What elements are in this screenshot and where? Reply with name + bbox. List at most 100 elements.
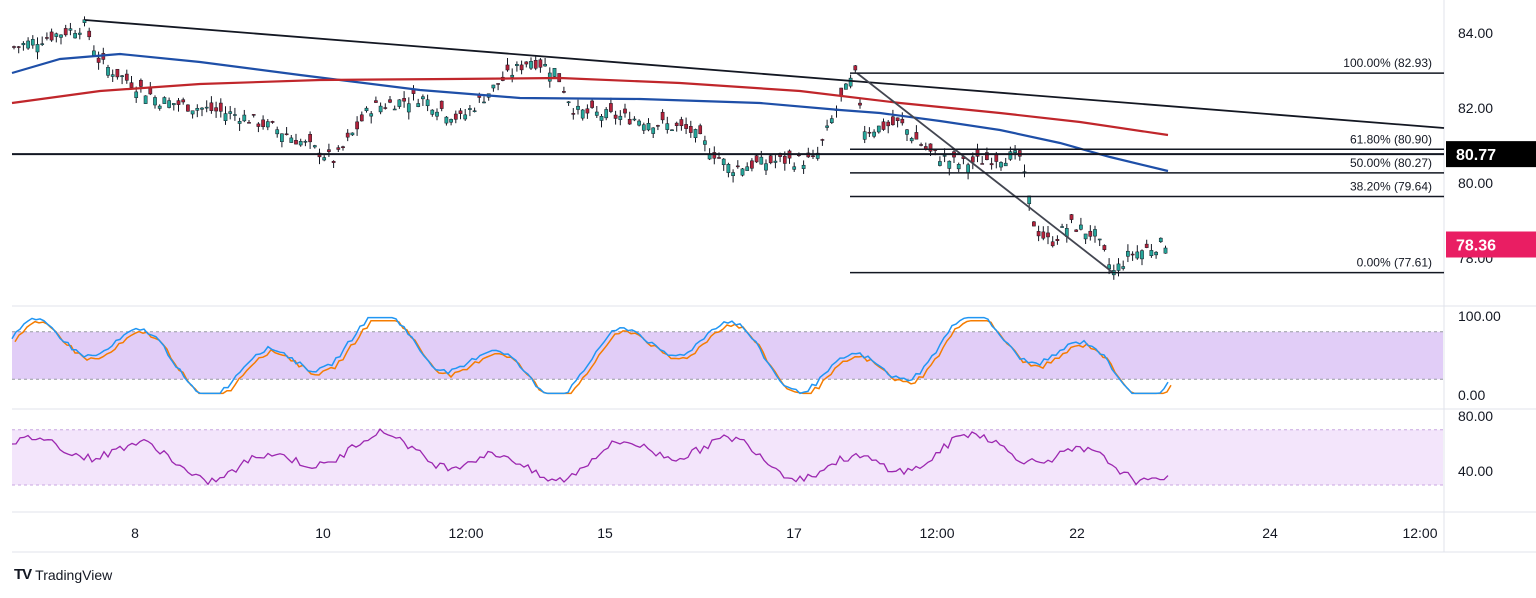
candle: [284, 133, 289, 136]
rsi-axis-label: 40.00: [1458, 463, 1493, 479]
candle: [1154, 251, 1158, 256]
candle: [1013, 150, 1017, 153]
candle: [801, 164, 806, 169]
candle: [265, 121, 270, 128]
candle: [985, 152, 989, 160]
candle: [942, 155, 947, 157]
current-price-tag: 78.36: [1456, 238, 1496, 255]
candle: [402, 98, 406, 102]
candle: [247, 122, 251, 124]
tradingview-brand[interactable]: TV TradingView: [14, 566, 112, 583]
candle: [515, 64, 519, 66]
horizontal-level-tag: 80.77: [1456, 147, 1496, 164]
candle: [543, 64, 547, 67]
candle: [980, 163, 985, 165]
descending-trendline[interactable]: [84, 19, 1445, 129]
time-axis-label: 12:00: [1402, 525, 1437, 541]
candle: [754, 155, 759, 163]
candle: [1032, 221, 1036, 227]
candle: [59, 34, 63, 38]
candle: [439, 100, 444, 109]
candle: [148, 88, 153, 95]
time-axis-label: 24: [1262, 525, 1278, 541]
candle: [660, 111, 665, 121]
fib-level-label: 38.20% (79.64): [1350, 180, 1432, 194]
candle: [214, 107, 218, 112]
candle: [270, 121, 275, 123]
candle: [115, 68, 120, 78]
candle: [524, 61, 529, 65]
candle: [204, 106, 209, 109]
horizontal-level-tag-bg: [1446, 141, 1536, 168]
time-axis-label: 17: [786, 525, 802, 541]
candle: [228, 111, 233, 114]
stoch-band: [12, 331, 1443, 380]
candle: [491, 84, 496, 89]
candle: [627, 118, 632, 125]
candle: [876, 125, 881, 133]
candle: [688, 126, 693, 133]
candle: [327, 149, 331, 152]
candle: [1041, 231, 1046, 239]
candle: [1163, 247, 1168, 254]
candle: [374, 100, 378, 103]
candle: [698, 125, 703, 135]
candle: [1149, 250, 1154, 257]
candle: [1093, 229, 1097, 237]
candle: [651, 127, 656, 134]
candle: [209, 102, 214, 111]
time-axis-label: 22: [1069, 525, 1085, 541]
candle: [872, 131, 876, 137]
candle: [947, 160, 952, 169]
candle: [670, 129, 674, 132]
candle: [966, 164, 970, 174]
candle: [538, 59, 543, 68]
candle: [989, 163, 994, 166]
candle: [919, 144, 923, 146]
candle: [435, 111, 439, 117]
rsi-band: [12, 429, 1443, 485]
candle: [703, 140, 707, 145]
fib-level-label: 100.00% (82.93): [1343, 56, 1432, 70]
candle: [1003, 162, 1008, 167]
candle: [844, 83, 848, 90]
candle: [862, 131, 867, 140]
candle: [759, 156, 764, 165]
candle: [251, 114, 256, 116]
candle: [96, 57, 101, 63]
candle: [895, 117, 900, 122]
candle: [341, 146, 345, 149]
candle: [928, 143, 933, 152]
candle: [45, 37, 49, 39]
candle: [956, 164, 961, 170]
candle: [674, 122, 679, 126]
candle: [406, 103, 411, 113]
candle: [87, 30, 92, 38]
candle: [294, 140, 298, 145]
candle: [731, 172, 735, 176]
candle: [134, 91, 139, 98]
candle: [1158, 237, 1163, 243]
candle: [49, 31, 54, 41]
candle: [30, 39, 35, 46]
candle: [82, 19, 87, 23]
candle: [26, 40, 30, 49]
candle: [900, 118, 905, 124]
candle: [609, 103, 613, 112]
trading-chart[interactable]: 100.00% (82.93) 61.80% (80.90) 50.00% (80.…: [0, 0, 1536, 560]
candle: [496, 83, 500, 85]
candle: [35, 44, 40, 53]
candle: [1060, 226, 1064, 228]
candle: [773, 160, 778, 163]
candle: [1069, 214, 1074, 220]
candle: [359, 114, 364, 122]
candle: [364, 107, 369, 112]
candle: [712, 152, 717, 159]
candle: [641, 124, 646, 131]
candle: [312, 145, 317, 148]
candle: [604, 109, 609, 119]
candle: [157, 105, 162, 109]
candle: [1102, 245, 1107, 250]
candle: [355, 121, 359, 130]
candle: [914, 132, 919, 140]
